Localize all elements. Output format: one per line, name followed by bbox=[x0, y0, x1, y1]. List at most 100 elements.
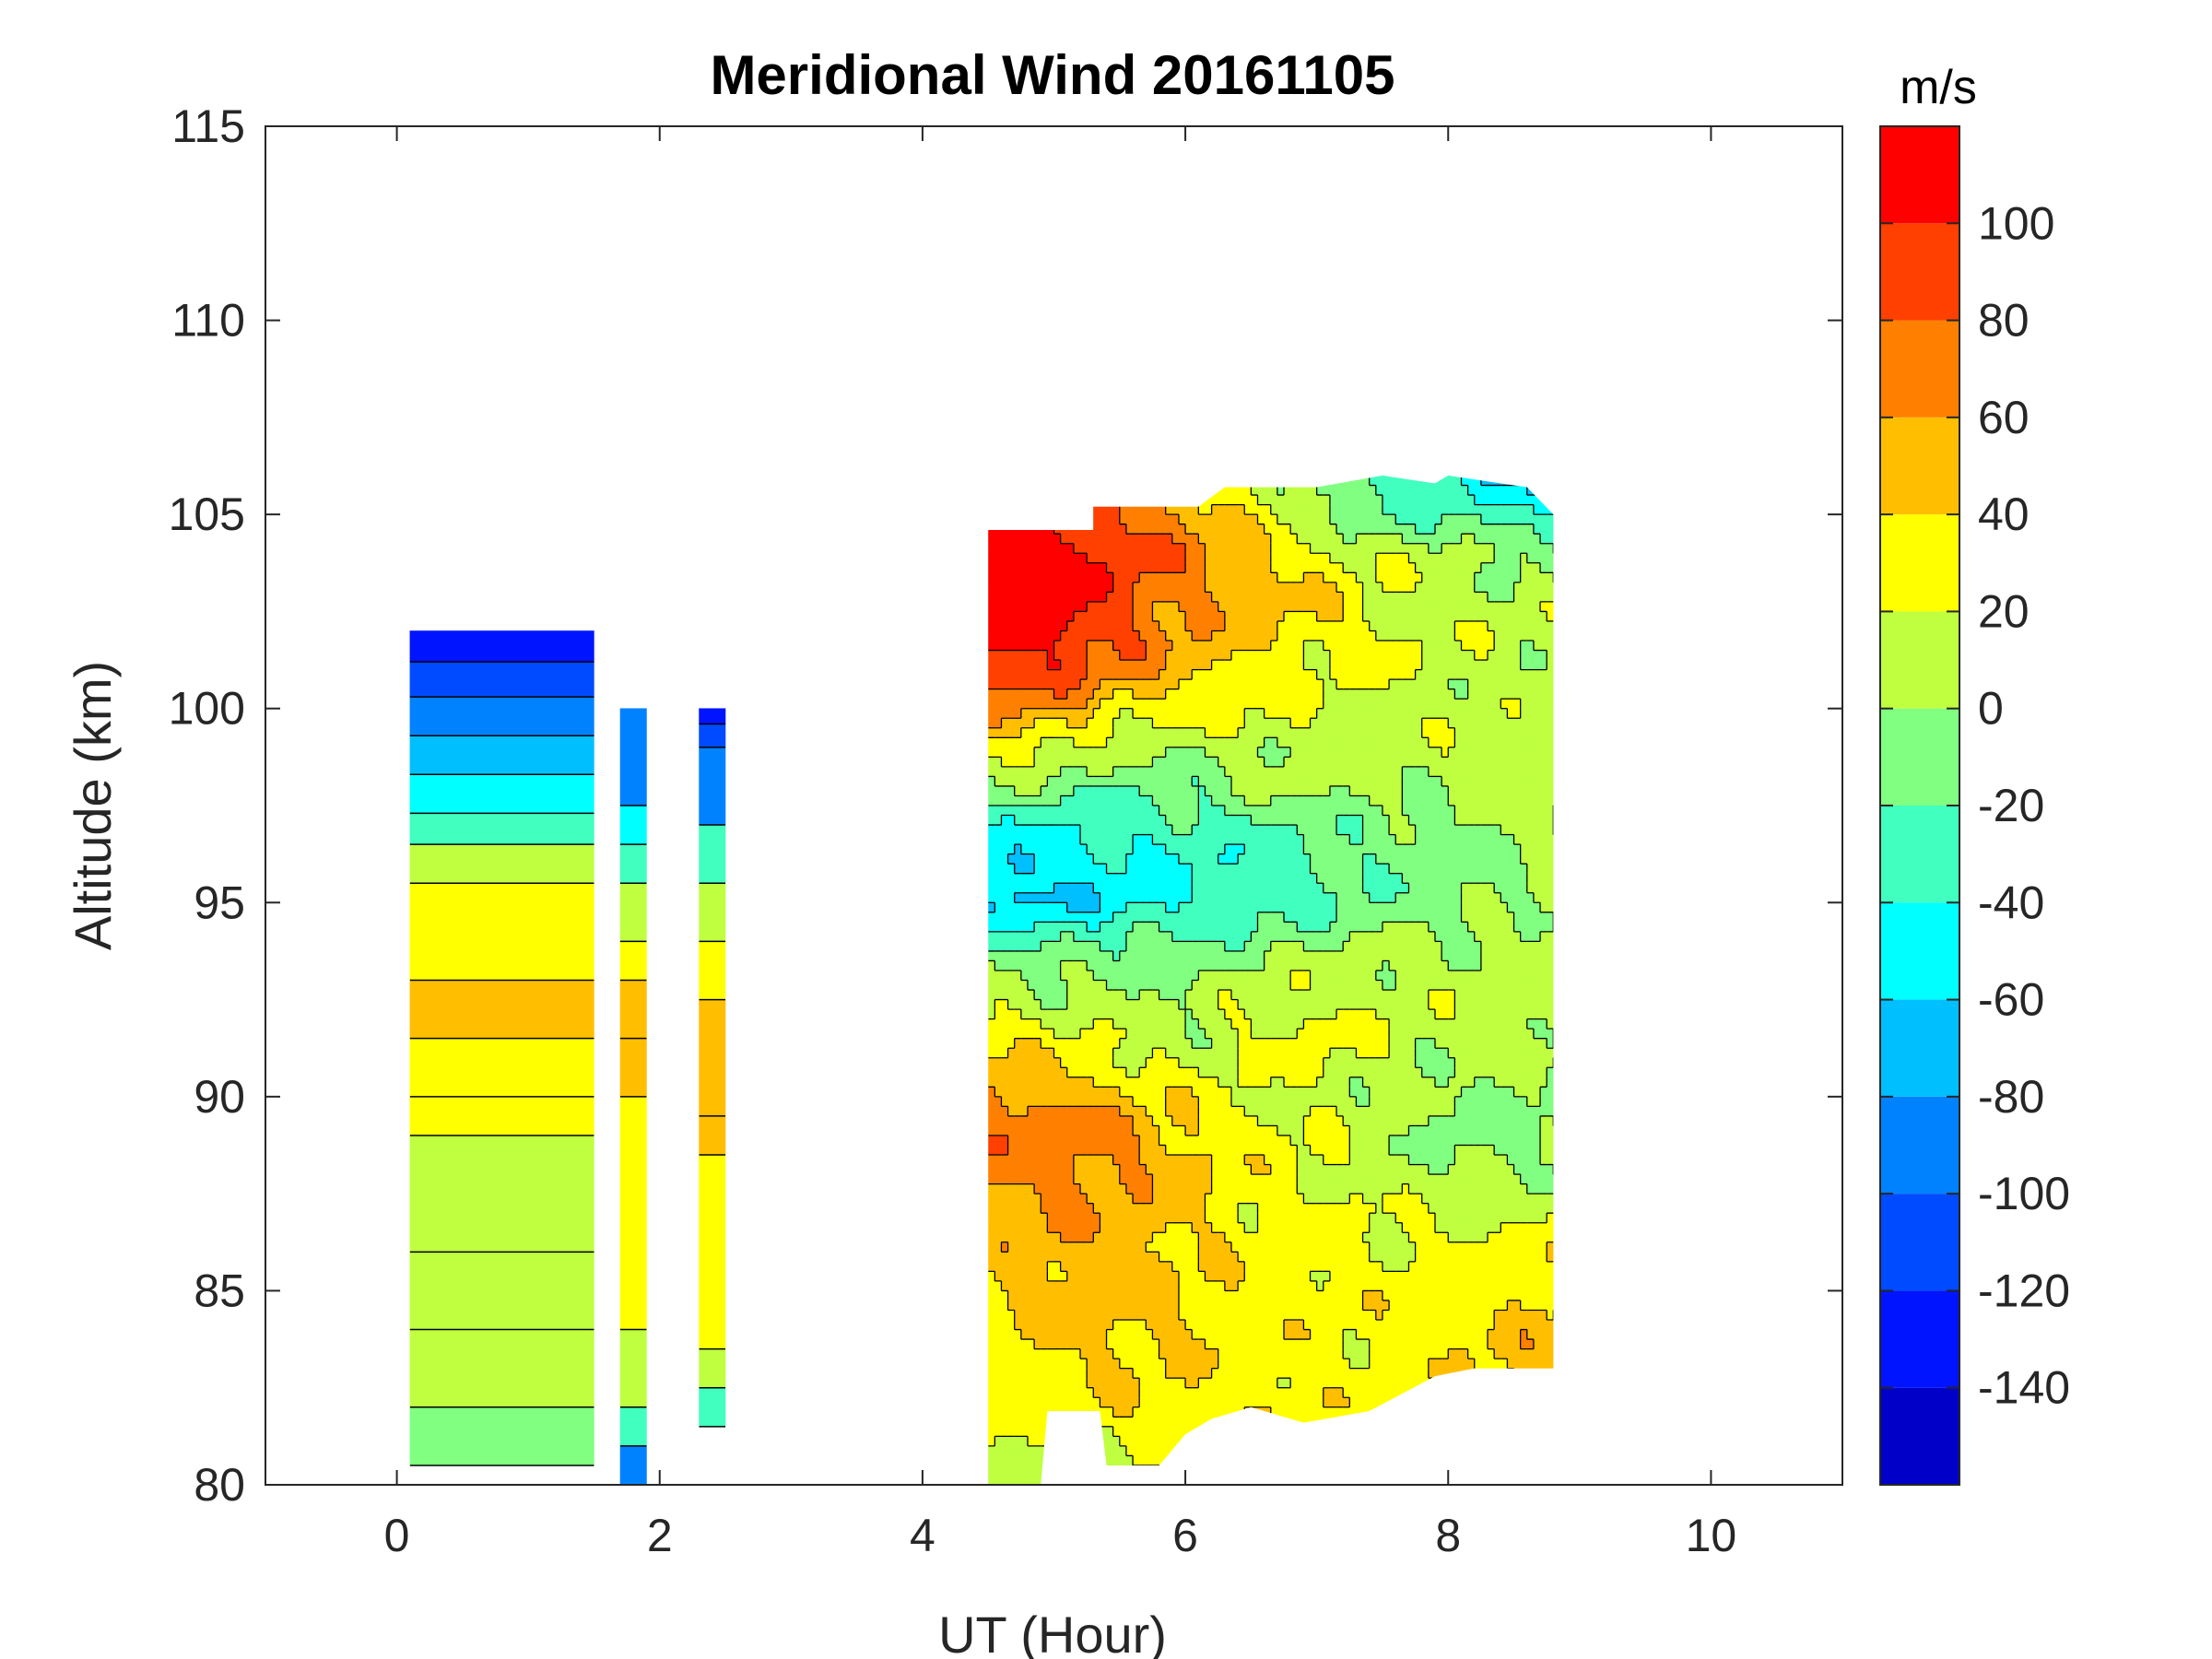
field-cell bbox=[1079, 960, 1088, 971]
field-cell bbox=[1138, 1252, 1147, 1263]
field-cell bbox=[1191, 1203, 1199, 1214]
field-cell bbox=[1356, 1329, 1363, 1340]
field-cell bbox=[1362, 1193, 1370, 1204]
field-cell bbox=[1447, 1087, 1455, 1098]
field-cell bbox=[1211, 1115, 1219, 1126]
field-cell bbox=[1500, 1241, 1508, 1253]
field-cell bbox=[1434, 1047, 1442, 1059]
field-cell bbox=[1138, 989, 1147, 1000]
field-cell bbox=[1171, 1008, 1180, 1019]
field-cell bbox=[1086, 1261, 1094, 1272]
field-cell bbox=[1159, 1261, 1166, 1272]
field-cell bbox=[1132, 1271, 1140, 1282]
field-cell bbox=[1316, 980, 1324, 991]
field-cell bbox=[1053, 1008, 1061, 1019]
field-cell bbox=[1040, 1252, 1048, 1263]
field-cell bbox=[1047, 1154, 1054, 1165]
field-cell bbox=[1369, 1348, 1377, 1359]
field-cell bbox=[1138, 1145, 1147, 1156]
field-cell bbox=[1138, 950, 1147, 961]
field-cell bbox=[1027, 931, 1035, 942]
field-cell bbox=[1001, 1125, 1008, 1136]
field-cell bbox=[1066, 999, 1075, 1010]
field-cell bbox=[1526, 1203, 1535, 1214]
field-cell bbox=[1040, 1173, 1048, 1184]
field-cell bbox=[1303, 1222, 1311, 1233]
field-cell bbox=[1092, 1145, 1100, 1156]
field-cell bbox=[1546, 970, 1554, 981]
field-cell bbox=[1382, 1047, 1390, 1059]
field-cell bbox=[1171, 1154, 1180, 1165]
field-cell bbox=[1218, 1300, 1226, 1311]
field-cell bbox=[1526, 1154, 1535, 1165]
field-cell bbox=[1500, 1115, 1508, 1126]
field-cell bbox=[1112, 1445, 1121, 1456]
field-cell bbox=[1329, 941, 1337, 952]
field-cell bbox=[1092, 970, 1100, 981]
field-cell bbox=[1020, 989, 1029, 1000]
field-cell bbox=[1125, 1057, 1134, 1068]
field-cell bbox=[1027, 1406, 1035, 1418]
field-cell bbox=[1310, 1271, 1317, 1282]
field-cell bbox=[1125, 1047, 1134, 1059]
field-cell bbox=[1146, 1387, 1153, 1398]
field-cell bbox=[1040, 1222, 1048, 1233]
field-cell bbox=[1487, 980, 1495, 991]
field-cell bbox=[1342, 1406, 1350, 1418]
field-cell bbox=[1441, 1057, 1449, 1068]
field-cell bbox=[1152, 1066, 1159, 1078]
field-cell bbox=[1277, 950, 1285, 961]
field-cell bbox=[1480, 960, 1488, 971]
field-cell bbox=[1434, 1038, 1442, 1049]
field-cell bbox=[1415, 1203, 1423, 1214]
field-cell bbox=[1277, 970, 1285, 981]
field-cell bbox=[1079, 1066, 1088, 1078]
field-cell bbox=[1100, 1222, 1107, 1233]
field-cell bbox=[1474, 1096, 1482, 1107]
field-cell bbox=[1394, 1203, 1403, 1214]
field-cell bbox=[1079, 1329, 1088, 1340]
field-cell bbox=[1369, 1173, 1377, 1184]
field-cell bbox=[1205, 989, 1212, 1000]
field-cell bbox=[1375, 1377, 1383, 1389]
field-cell bbox=[1224, 980, 1232, 991]
field-cell bbox=[1553, 1047, 1554, 1059]
field-cell bbox=[1132, 1338, 1140, 1349]
field-cell bbox=[1526, 960, 1535, 971]
field-cell bbox=[1152, 1096, 1159, 1107]
field-cell bbox=[1146, 1329, 1153, 1340]
field-cell bbox=[1033, 1455, 1041, 1466]
field-cell bbox=[1493, 1125, 1501, 1136]
field-cell bbox=[994, 1475, 1002, 1485]
field-cell bbox=[1270, 970, 1278, 981]
field-cell bbox=[1316, 1125, 1324, 1136]
field-cell bbox=[1303, 1115, 1311, 1126]
field-cell bbox=[1408, 1377, 1416, 1389]
field-cell bbox=[1224, 1125, 1232, 1136]
field-cell bbox=[1125, 1241, 1134, 1253]
field-cell bbox=[1467, 1087, 1476, 1098]
field-cell bbox=[1159, 1426, 1166, 1437]
field-cell bbox=[1047, 1280, 1054, 1291]
field-cell bbox=[1283, 1310, 1291, 1321]
field-cell bbox=[1119, 1348, 1127, 1359]
field-cell bbox=[1382, 1241, 1390, 1253]
field-cell bbox=[1487, 999, 1495, 1010]
field-cell bbox=[1198, 970, 1206, 981]
field-cell bbox=[1047, 1387, 1054, 1398]
field-cell bbox=[1487, 1145, 1495, 1156]
field-cell bbox=[1159, 1193, 1166, 1204]
field-cell bbox=[1441, 1348, 1449, 1359]
field-cell bbox=[1356, 1319, 1363, 1330]
field-cell bbox=[1283, 1057, 1291, 1068]
field-cell bbox=[1047, 1358, 1054, 1369]
field-cell bbox=[1388, 1164, 1396, 1175]
field-cell bbox=[1539, 1212, 1547, 1224]
field-cell bbox=[1296, 1008, 1304, 1019]
field-cell bbox=[1014, 1096, 1022, 1107]
field-cell bbox=[1165, 1145, 1173, 1156]
field-cell bbox=[1467, 1145, 1476, 1156]
field-cell bbox=[1033, 1319, 1041, 1330]
field-cell bbox=[988, 1193, 995, 1204]
field-cell bbox=[1001, 1465, 1008, 1476]
